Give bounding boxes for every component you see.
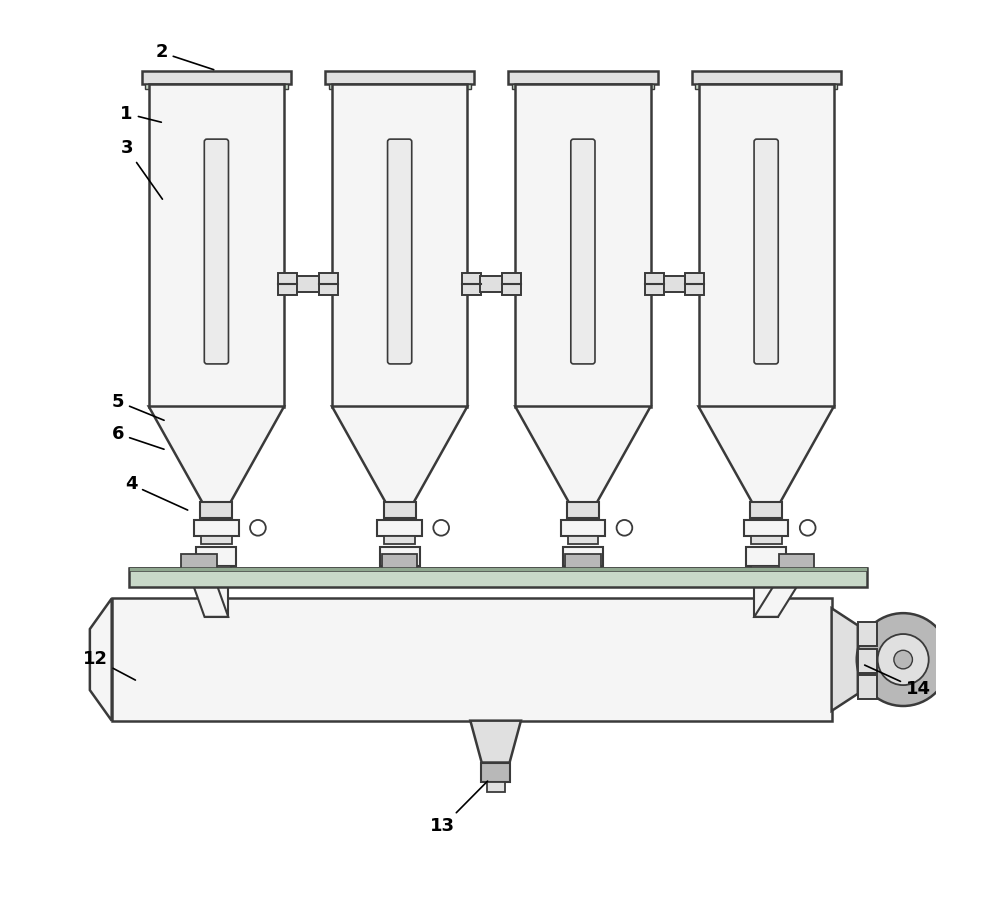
Bar [325, 72, 474, 84]
Bar [390, 142, 409, 361]
Text: 13: 13 [430, 781, 488, 835]
Bar [388, 568, 412, 574]
Bar [746, 547, 786, 566]
FancyBboxPatch shape [388, 139, 412, 364]
Bar [571, 568, 595, 574]
Bar [754, 574, 778, 617]
Bar [757, 142, 776, 361]
FancyBboxPatch shape [204, 139, 228, 364]
Bar [149, 84, 284, 406]
Text: 4: 4 [125, 475, 188, 510]
Bar [332, 84, 467, 406]
Bar [129, 567, 867, 571]
Polygon shape [515, 406, 651, 503]
FancyBboxPatch shape [754, 139, 778, 364]
Bar [695, 84, 837, 89]
Bar [692, 72, 841, 84]
Bar [319, 274, 338, 295]
Circle shape [800, 520, 816, 535]
Bar [744, 520, 788, 535]
Bar [200, 503, 232, 518]
Circle shape [878, 634, 929, 685]
Bar [645, 274, 664, 295]
Bar [779, 554, 814, 570]
Bar [196, 547, 236, 566]
Text: 1: 1 [120, 105, 161, 123]
Bar [858, 649, 877, 673]
Bar [502, 274, 521, 295]
Bar [561, 520, 605, 535]
Polygon shape [187, 568, 228, 617]
Bar [377, 520, 422, 535]
Polygon shape [754, 568, 809, 617]
Bar [487, 782, 505, 793]
Polygon shape [699, 406, 834, 503]
Circle shape [894, 650, 912, 669]
Bar [568, 535, 598, 544]
Circle shape [617, 520, 632, 535]
Circle shape [857, 614, 950, 706]
Bar [685, 274, 704, 295]
Bar [508, 72, 658, 84]
Text: 12: 12 [83, 650, 135, 680]
Bar [750, 503, 782, 518]
Bar [565, 554, 601, 570]
Bar [385, 566, 414, 574]
Bar [699, 84, 834, 406]
Bar [205, 574, 228, 617]
Bar [380, 547, 420, 566]
Bar [512, 84, 654, 89]
Bar [142, 72, 291, 84]
Bar [297, 276, 319, 292]
Text: 5: 5 [112, 393, 164, 420]
Bar [751, 566, 781, 574]
Text: 14: 14 [865, 665, 931, 698]
Bar [751, 535, 782, 544]
Bar [858, 675, 877, 699]
Bar [382, 554, 417, 570]
Text: 3: 3 [120, 139, 162, 199]
Bar [480, 276, 502, 292]
Bar [568, 566, 598, 574]
Bar [202, 566, 231, 574]
Polygon shape [832, 608, 858, 711]
Bar [278, 274, 297, 295]
Bar [462, 274, 481, 295]
Circle shape [250, 520, 266, 535]
Polygon shape [149, 406, 284, 503]
Bar [664, 276, 685, 292]
Bar [112, 598, 832, 721]
Text: 6: 6 [112, 425, 164, 449]
Text: 2: 2 [155, 44, 214, 70]
Bar [201, 535, 232, 544]
Circle shape [433, 520, 449, 535]
Bar [129, 568, 867, 587]
Polygon shape [90, 598, 112, 721]
Bar [515, 84, 651, 406]
Bar [329, 84, 471, 89]
Bar [384, 535, 415, 544]
Bar [481, 763, 510, 782]
FancyBboxPatch shape [571, 139, 595, 364]
Bar [384, 503, 416, 518]
Bar [858, 623, 877, 646]
Bar [573, 142, 592, 361]
Bar [563, 547, 603, 566]
Polygon shape [470, 721, 521, 763]
Bar [207, 142, 226, 361]
Polygon shape [332, 406, 467, 503]
Bar [567, 503, 599, 518]
Bar [145, 84, 288, 89]
Bar [194, 520, 239, 535]
Bar [181, 554, 217, 570]
